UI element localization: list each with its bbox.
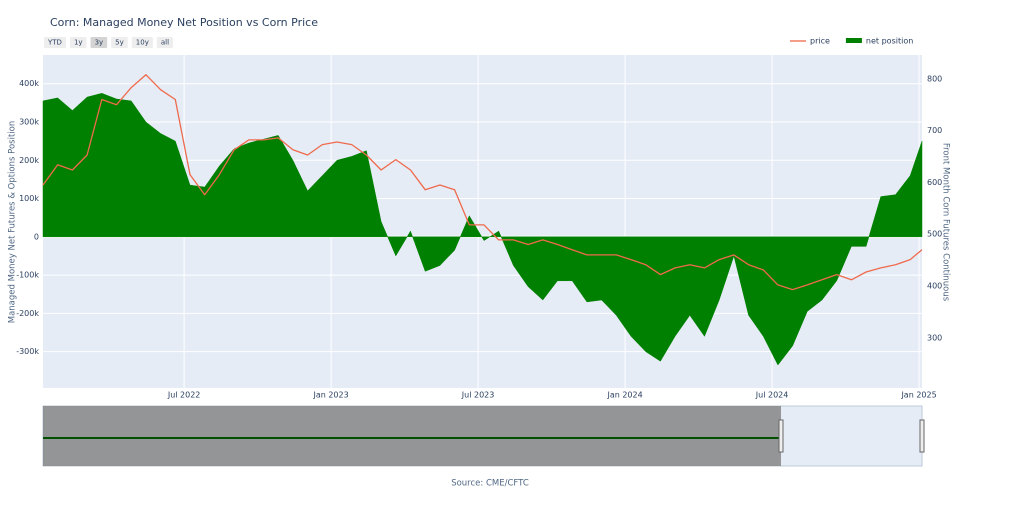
button-label: YTD bbox=[47, 39, 62, 47]
range-button[interactable]: 3y bbox=[90, 37, 108, 48]
legend-item[interactable]: net position bbox=[845, 37, 913, 46]
y-axis-title: Managed Money Net Futures & Options Posi… bbox=[8, 121, 18, 324]
x-tick-label: Jan 2025 bbox=[900, 391, 936, 400]
y-tick-label: -100k bbox=[16, 271, 39, 280]
button-bg bbox=[131, 37, 153, 48]
slider-mask bbox=[43, 406, 781, 466]
button-label: 3y bbox=[95, 39, 104, 47]
x-tick-label: Jan 2024 bbox=[606, 391, 642, 400]
legend-label: price bbox=[810, 37, 830, 46]
range-button[interactable]: YTD bbox=[44, 37, 66, 48]
x-tick-label: Jan 2023 bbox=[312, 391, 348, 400]
y-tick-label: -300k bbox=[16, 347, 39, 356]
range-button[interactable]: 1y bbox=[69, 37, 87, 48]
slider-handle[interactable] bbox=[919, 419, 925, 453]
range-button[interactable]: 10y bbox=[131, 37, 153, 48]
y-tick-label: 100k bbox=[19, 194, 39, 203]
y2-tick-label: 500 bbox=[927, 230, 942, 239]
range-button[interactable]: all bbox=[156, 37, 174, 48]
y2-axis-title: Front Month Corn Futures Continuous bbox=[941, 143, 951, 302]
y-tick-label: 300k bbox=[19, 117, 39, 126]
button-label: 10y bbox=[136, 39, 149, 47]
button-label: all bbox=[161, 39, 169, 47]
range-slider[interactable] bbox=[42, 405, 925, 467]
button-bg bbox=[44, 37, 66, 48]
legend-label: net position bbox=[866, 37, 913, 46]
x-tick-label: Jul 2024 bbox=[755, 391, 789, 400]
chart-title: Corn: Managed Money Net Position vs Corn… bbox=[50, 16, 318, 29]
source-note: Source: CME/CFTC bbox=[451, 479, 529, 489]
button-label: 1y bbox=[74, 39, 83, 47]
y-tick-label: 400k bbox=[19, 79, 39, 88]
button-bg bbox=[156, 37, 174, 48]
area bbox=[42, 93, 923, 366]
y2-tick-label: 800 bbox=[927, 74, 942, 83]
button-bg bbox=[111, 37, 128, 48]
x-tick-label: Jul 2022 bbox=[167, 391, 201, 400]
y2-tick-label: 400 bbox=[927, 281, 942, 290]
y2-tick-label: 600 bbox=[927, 178, 942, 187]
y2-tick-label: 700 bbox=[927, 126, 942, 135]
button-label: 5y bbox=[115, 39, 124, 47]
range-button[interactable]: 5y bbox=[111, 37, 128, 48]
legend: price net position bbox=[790, 37, 913, 46]
x-tick-label: Jul 2023 bbox=[461, 391, 495, 400]
y2-tick-label: 300 bbox=[927, 333, 942, 342]
line bbox=[42, 74, 923, 291]
y-tick-label: -200k bbox=[16, 309, 39, 318]
y-tick-label: 0 bbox=[34, 232, 39, 241]
button-bg bbox=[69, 37, 87, 48]
button-bg bbox=[90, 37, 108, 48]
y-tick-label: 200k bbox=[19, 156, 39, 165]
slider-handle[interactable] bbox=[778, 419, 784, 453]
legend-item[interactable]: price bbox=[790, 37, 830, 46]
legend-swatch bbox=[845, 38, 862, 43]
